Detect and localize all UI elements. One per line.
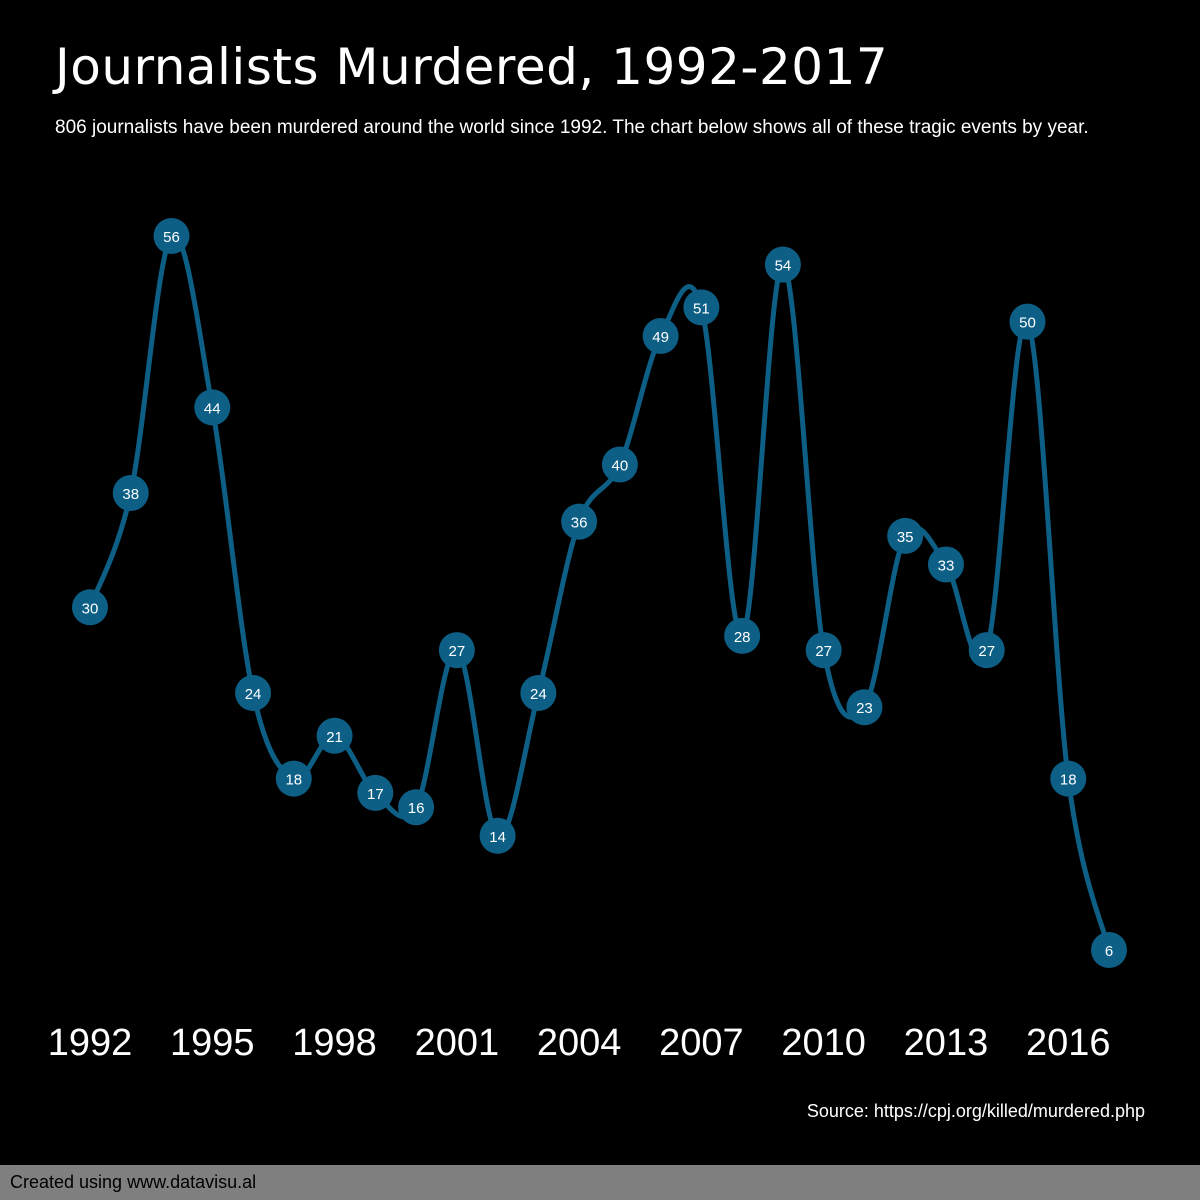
data-point-2015[interactable]: 50 xyxy=(1009,303,1046,340)
data-point-2014[interactable]: 27 xyxy=(968,632,1005,669)
data-label: 28 xyxy=(734,629,751,646)
data-point-1997[interactable]: 18 xyxy=(275,760,312,797)
data-label: 21 xyxy=(326,729,343,746)
chart-subtitle: 806 journalists have been murdered aroun… xyxy=(55,117,1089,138)
chart-title: Journalists Murdered, 1992-2017 xyxy=(55,38,889,96)
data-label: 24 xyxy=(245,686,262,703)
data-label: 51 xyxy=(693,300,710,317)
data-label: 18 xyxy=(1060,772,1077,789)
data-point-2005[interactable]: 40 xyxy=(601,446,638,483)
data-point-marker[interactable] xyxy=(275,760,312,797)
data-point-marker[interactable] xyxy=(398,789,435,826)
data-label: 14 xyxy=(489,829,506,846)
data-point-marker[interactable] xyxy=(642,317,679,354)
data-label: 36 xyxy=(571,515,588,532)
data-point-1993[interactable]: 38 xyxy=(112,475,149,512)
data-points-group: 30 38 56 44 24 18 21 17 16 27 14 24 36 40 49 51 28 54 27 23… xyxy=(72,218,1127,968)
data-point-2009[interactable]: 54 xyxy=(764,246,801,283)
data-point-marker[interactable] xyxy=(194,389,231,426)
data-point-1996[interactable]: 24 xyxy=(235,674,272,711)
x-tick-label: 2013 xyxy=(904,1022,989,1064)
data-label: 23 xyxy=(856,700,873,717)
data-point-marker[interactable] xyxy=(438,632,475,669)
data-label: 27 xyxy=(448,643,465,660)
data-label: 54 xyxy=(775,258,792,275)
data-point-marker[interactable] xyxy=(927,546,964,583)
data-point-marker[interactable] xyxy=(846,689,883,726)
data-label: 38 xyxy=(122,486,139,503)
data-point-1992[interactable]: 30 xyxy=(72,589,108,626)
data-point-2004[interactable]: 36 xyxy=(561,503,598,540)
data-label: 49 xyxy=(652,329,669,346)
data-point-marker[interactable] xyxy=(357,774,394,811)
data-point-2008[interactable]: 28 xyxy=(724,617,761,654)
series-line-group xyxy=(87,232,1112,953)
x-tick-label: 2010 xyxy=(781,1022,866,1064)
data-label: 27 xyxy=(815,643,832,660)
data-label: 50 xyxy=(1019,315,1036,332)
x-tick-label: 1992 xyxy=(48,1022,133,1064)
data-label: 17 xyxy=(367,786,384,803)
data-point-2011[interactable]: 23 xyxy=(846,689,883,726)
data-point-2013[interactable]: 33 xyxy=(927,546,964,583)
data-label: 44 xyxy=(204,400,221,417)
line-chart: 30 38 56 44 24 18 21 17 16 27 14 24 36 40 49 51 28 54 27 23… xyxy=(48,218,1127,1064)
data-point-2016[interactable]: 18 xyxy=(1050,760,1087,797)
data-label: 30 xyxy=(82,600,99,617)
data-point-marker[interactable] xyxy=(235,674,272,711)
data-point-1994[interactable]: 56 xyxy=(153,218,190,254)
data-label: 33 xyxy=(938,557,955,574)
data-point-1999[interactable]: 17 xyxy=(357,774,394,811)
data-label: 40 xyxy=(612,457,629,474)
series-line xyxy=(87,232,1112,953)
data-point-marker[interactable] xyxy=(112,475,149,512)
data-label: 18 xyxy=(285,772,302,789)
data-point-marker[interactable] xyxy=(968,632,1005,669)
data-point-marker[interactable] xyxy=(1009,303,1046,340)
x-tick-label: 2016 xyxy=(1026,1022,1111,1064)
data-point-2012[interactable]: 35 xyxy=(887,517,924,554)
data-point-2003[interactable]: 24 xyxy=(520,674,557,711)
x-tick-label: 1998 xyxy=(292,1022,377,1064)
data-point-marker[interactable] xyxy=(72,589,108,626)
data-point-marker[interactable] xyxy=(724,617,761,654)
data-point-marker[interactable] xyxy=(520,674,557,711)
data-point-1995[interactable]: 44 xyxy=(194,389,231,426)
data-label: 6 xyxy=(1105,943,1113,960)
x-tick-label: 2007 xyxy=(659,1022,744,1064)
source-note: Source: https://cpj.org/killed/murdered.… xyxy=(806,1101,1145,1121)
data-label: 16 xyxy=(408,800,425,817)
data-point-marker[interactable] xyxy=(316,717,353,754)
x-tick-label: 2001 xyxy=(415,1022,500,1064)
data-point-marker[interactable] xyxy=(153,218,190,254)
data-label: 27 xyxy=(978,643,995,660)
data-point-marker[interactable] xyxy=(479,817,516,854)
x-tick-label: 2004 xyxy=(537,1022,622,1064)
data-point-2002[interactable]: 14 xyxy=(479,817,516,854)
data-point-2010[interactable]: 27 xyxy=(805,632,842,669)
data-point-marker[interactable] xyxy=(887,517,924,554)
data-point-1998[interactable]: 21 xyxy=(316,717,353,754)
data-point-2006[interactable]: 49 xyxy=(642,317,679,354)
x-axis-ticks: 1992 1995 1998 2001 2004 2007 2010 2013 2016 xyxy=(48,1022,1111,1064)
data-point-marker[interactable] xyxy=(1091,932,1127,968)
data-point-marker[interactable] xyxy=(561,503,598,540)
data-point-marker[interactable] xyxy=(1050,760,1087,797)
data-point-2007[interactable]: 51 xyxy=(683,289,720,326)
x-tick-label: 1995 xyxy=(170,1022,255,1064)
data-label: 56 xyxy=(163,229,180,246)
data-point-marker[interactable] xyxy=(764,246,801,283)
data-point-2017[interactable]: 6 xyxy=(1091,932,1127,968)
footer-credit[interactable]: Created using www.datavisu.al xyxy=(10,1172,257,1192)
data-label: 24 xyxy=(530,686,547,703)
footer-bar: Created using www.datavisu.al xyxy=(0,1165,1200,1200)
data-point-marker[interactable] xyxy=(805,632,842,669)
data-point-2000[interactable]: 16 xyxy=(398,789,435,826)
data-point-marker[interactable] xyxy=(601,446,638,483)
data-point-marker[interactable] xyxy=(683,289,720,326)
data-point-2001[interactable]: 27 xyxy=(438,632,475,669)
data-label: 35 xyxy=(897,529,914,546)
